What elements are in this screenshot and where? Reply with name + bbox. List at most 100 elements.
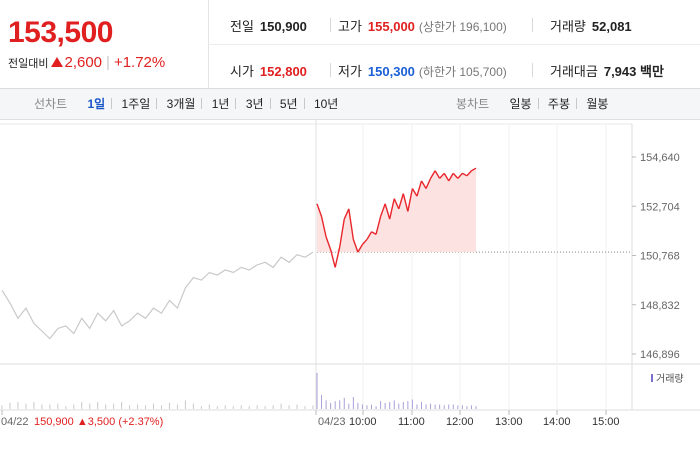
today-price-segment	[352, 239, 359, 253]
volume-legend-swatch	[651, 374, 653, 382]
divider	[111, 98, 113, 109]
tab-weekly-candle[interactable]: 주봉	[547, 97, 570, 111]
divider	[532, 63, 533, 77]
divider	[537, 98, 539, 109]
stat-value: 150,300	[367, 64, 415, 79]
stat-turnover: 거래대금 7,943 백만	[550, 61, 664, 80]
today-price-segment	[457, 172, 463, 179]
today-price-segment	[425, 178, 432, 189]
today-price-segment	[462, 172, 468, 177]
stat-label: 시가	[230, 64, 254, 79]
y-tick-label: 154,640	[640, 152, 680, 164]
stat-value: 155,000	[367, 19, 415, 34]
today-price-segment	[420, 180, 427, 189]
volume-legend-label: 거래량	[656, 373, 684, 385]
today-price-segment	[334, 246, 341, 268]
today-price-segment	[407, 188, 414, 212]
x-tick-label: 10:00	[349, 416, 377, 428]
tab-1-day[interactable]: 1일	[87, 97, 106, 111]
quote-header: 153,500 전일대비 2,600 | +1.72% 전일 150,900 고가 155…	[0, 0, 700, 89]
prev-day-line	[1, 251, 314, 340]
today-price-segment	[443, 172, 450, 182]
stat-label: 거래량	[550, 19, 586, 34]
stat-label: 고가	[338, 19, 362, 34]
prev-day-percent: (+2.37%)	[118, 416, 163, 428]
today-price-segment	[325, 236, 332, 250]
divider: |	[106, 54, 110, 71]
stat-sub: (하한가 105,700)	[418, 65, 507, 79]
today-price-segment	[398, 193, 404, 210]
today-price-segment	[393, 198, 400, 210]
today-price-segment	[320, 216, 327, 238]
stat-prev-close: 전일 150,900	[230, 16, 307, 35]
prev-day-change: ▲3,500	[77, 416, 118, 428]
divider	[330, 18, 331, 32]
today-price-segment	[411, 188, 418, 197]
today-price-segment	[371, 231, 377, 235]
tab-monthly-candle[interactable]: 월봉	[586, 97, 609, 111]
y-tick-label: 152,704	[640, 201, 680, 213]
prev-day-close: 150,900	[34, 416, 77, 428]
today-price-segment	[452, 172, 459, 179]
price-summary: 153,500 전일대비 2,600 | +1.72%	[0, 0, 209, 88]
today-price-segment	[366, 231, 373, 240]
x-tick-label: 13:00	[495, 416, 523, 428]
change-value: 2,600	[64, 54, 103, 71]
today-price-segment	[339, 218, 345, 248]
today-price-segment	[375, 216, 382, 235]
today-area-fill	[317, 168, 476, 253]
y-tick-label: 146,896	[640, 349, 680, 361]
today-price-segment	[448, 172, 454, 182]
stats-grid: 전일 150,900 고가 155,000 (상한가 196,100) 거래량 52,0…	[208, 0, 700, 88]
tab-10-years[interactable]: 10년	[313, 97, 339, 111]
stat-sub: (상한가 196,100)	[418, 20, 507, 34]
divider	[532, 18, 533, 32]
x-tick-label: 04/22	[1, 416, 29, 428]
divider	[208, 44, 700, 45]
today-price-segment	[361, 238, 368, 245]
today-price-segment	[429, 170, 436, 179]
tab-5-years[interactable]: 5년	[279, 97, 298, 111]
stat-volume: 거래량 52,081	[550, 16, 632, 35]
up-triangle-icon	[51, 57, 64, 67]
tab-3-years[interactable]: 3년	[245, 97, 264, 111]
stat-open: 시가 152,800	[230, 61, 307, 80]
change-percent: +1.72%	[113, 54, 166, 71]
today-price-segment	[416, 180, 423, 197]
today-price-segment	[379, 203, 386, 217]
y-tick-label: 150,768	[640, 251, 680, 263]
divider	[156, 98, 158, 109]
stat-value: 52,081	[591, 19, 632, 34]
x-tick-label: 15:00	[592, 416, 620, 428]
today-price-segment	[329, 249, 336, 268]
candle-chart-tabs: 봉차트 일봉 주봉 월봉	[456, 89, 611, 119]
today-price-segment	[343, 208, 350, 220]
tab-daily-candle[interactable]: 일봉	[509, 97, 532, 111]
current-price: 153,500	[8, 16, 113, 49]
line-chart-tabs: 선차트 1일 1주일 3개월 1년 3년 5년 10년	[34, 89, 341, 119]
today-price-segment	[471, 167, 477, 172]
x-tick-label: 14:00	[543, 416, 571, 428]
tab-1-week[interactable]: 1주일	[121, 97, 151, 111]
divider	[330, 63, 331, 77]
tab-1-year[interactable]: 1년	[211, 97, 230, 111]
stat-value: 152,800	[259, 64, 307, 79]
divider	[201, 98, 203, 109]
today-price-segment	[348, 208, 355, 240]
today-price-segment	[434, 170, 441, 179]
stat-label: 저가	[338, 64, 362, 79]
stat-low: 저가 150,300 (하한가 105,700)	[338, 61, 507, 80]
divider	[303, 98, 305, 109]
prev-day-summary: 150,900 ▲3,500 (+2.37%)	[34, 416, 163, 428]
x-tick-label: 12:00	[446, 416, 474, 428]
price-chart: 154,640 152,704 150,768 148,832 146,896 거래량 04…	[0, 120, 700, 428]
change-label: 전일대비	[8, 58, 49, 70]
today-price-segment	[357, 244, 364, 253]
today-price-segment	[316, 203, 323, 217]
stat-label: 전일	[230, 19, 254, 34]
x-tick-label: 04/23	[318, 416, 346, 428]
stat-value: 7,943 백만	[603, 64, 664, 79]
tab-3-months[interactable]: 3개월	[166, 97, 196, 111]
divider	[269, 98, 271, 109]
